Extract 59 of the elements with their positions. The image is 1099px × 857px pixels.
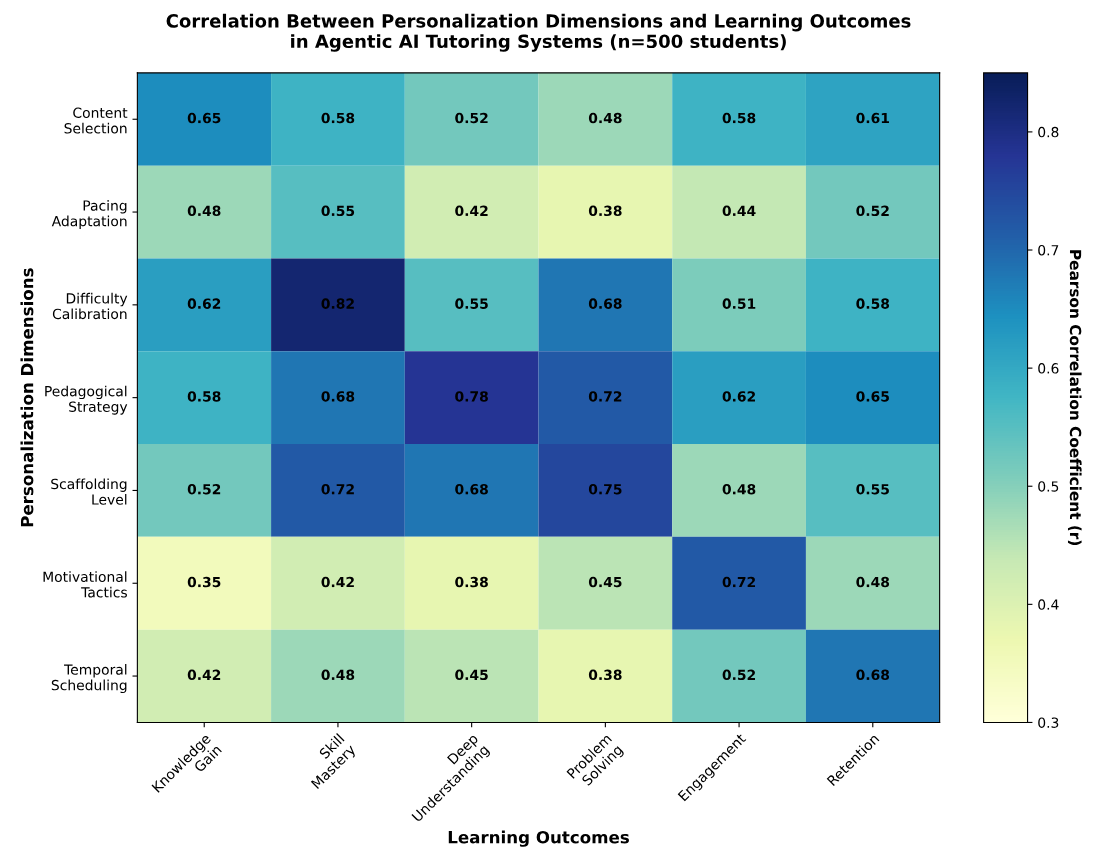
- data-label: 0.44: [722, 205, 756, 217]
- data-label: 0.42: [187, 669, 221, 681]
- data-label: 0.51: [722, 298, 756, 309]
- data-label: 0.58: [187, 391, 221, 402]
- data-label: 0.68: [455, 483, 488, 495]
- data-label: 0.52: [856, 205, 889, 217]
- y-tick-label: Pacing Adaptation: [51, 200, 127, 230]
- data-label: 0.45: [455, 669, 488, 681]
- data-label: 0.52: [722, 669, 756, 681]
- data-label: 0.38: [455, 576, 488, 588]
- y-tick-label: Content Selection: [64, 107, 128, 134]
- color-bar-title: Pearson Correlation Coefficient (r): [1067, 250, 1082, 546]
- data-label: 0.68: [588, 298, 622, 309]
- data-label: 0.55: [321, 205, 355, 217]
- data-label: 0.65: [187, 112, 221, 124]
- color-bar-label: 0.4: [1038, 599, 1059, 610]
- y-tick-label: Temporal Scheduling: [51, 664, 127, 694]
- data-label: 0.48: [187, 205, 221, 217]
- color-bar-label: 0.6: [1038, 363, 1059, 374]
- data-label: 0.55: [856, 483, 889, 495]
- data-label: 0.42: [321, 576, 354, 588]
- data-label: 0.61: [856, 112, 889, 124]
- color-bar-label: 0.7: [1038, 244, 1059, 256]
- chart-title: Correlation Between Personalization Dimensions and Learning Outcomes in Agentic AI Tutoring Systems (n=500 students): [166, 13, 911, 52]
- data-label: 0.48: [588, 112, 622, 124]
- y-tick-label: Scaffolding Level: [51, 478, 127, 505]
- data-label: 0.78: [455, 391, 488, 402]
- data-label: 0.72: [722, 576, 756, 588]
- data-label: 0.38: [588, 669, 622, 681]
- data-label: 0.52: [187, 483, 221, 495]
- color-bar-label: 0.8: [1038, 126, 1059, 138]
- data-label: 0.68: [856, 669, 890, 681]
- y-tick-label: Pedagogical Strategy: [45, 385, 128, 415]
- data-label: 0.42: [455, 205, 488, 217]
- y-tick-label: Difficulty Calibration: [52, 292, 128, 320]
- color-bar-label: 0.5: [1038, 481, 1059, 492]
- data-label: 0.62: [722, 391, 756, 402]
- data-label: 0.82: [321, 298, 354, 309]
- data-label: 0.62: [187, 298, 221, 309]
- color-bar-label: 0.3: [1038, 717, 1059, 728]
- x-axis-title: Learning Outcomes: [448, 830, 629, 847]
- data-label: 0.35: [187, 576, 221, 588]
- data-label: 0.58: [722, 112, 756, 124]
- data-label: 0.58: [321, 112, 355, 124]
- data-label: 0.52: [455, 112, 488, 124]
- data-label: 0.55: [455, 298, 488, 309]
- data-label: 0.48: [321, 669, 355, 681]
- data-label: 0.72: [321, 483, 354, 495]
- y-axis-title: Personalization Dimensions: [20, 268, 34, 527]
- data-label: 0.68: [321, 391, 355, 402]
- data-label: 0.48: [856, 576, 890, 588]
- data-label: 0.58: [856, 298, 890, 309]
- data-label: 0.75: [588, 483, 622, 495]
- y-tick-label: Motivational Tactics: [43, 571, 127, 598]
- data-label: 0.45: [588, 576, 622, 588]
- data-label: 0.38: [588, 205, 622, 217]
- data-label: 0.48: [722, 483, 756, 495]
- data-label: 0.65: [856, 391, 889, 402]
- data-label: 0.72: [588, 391, 622, 402]
